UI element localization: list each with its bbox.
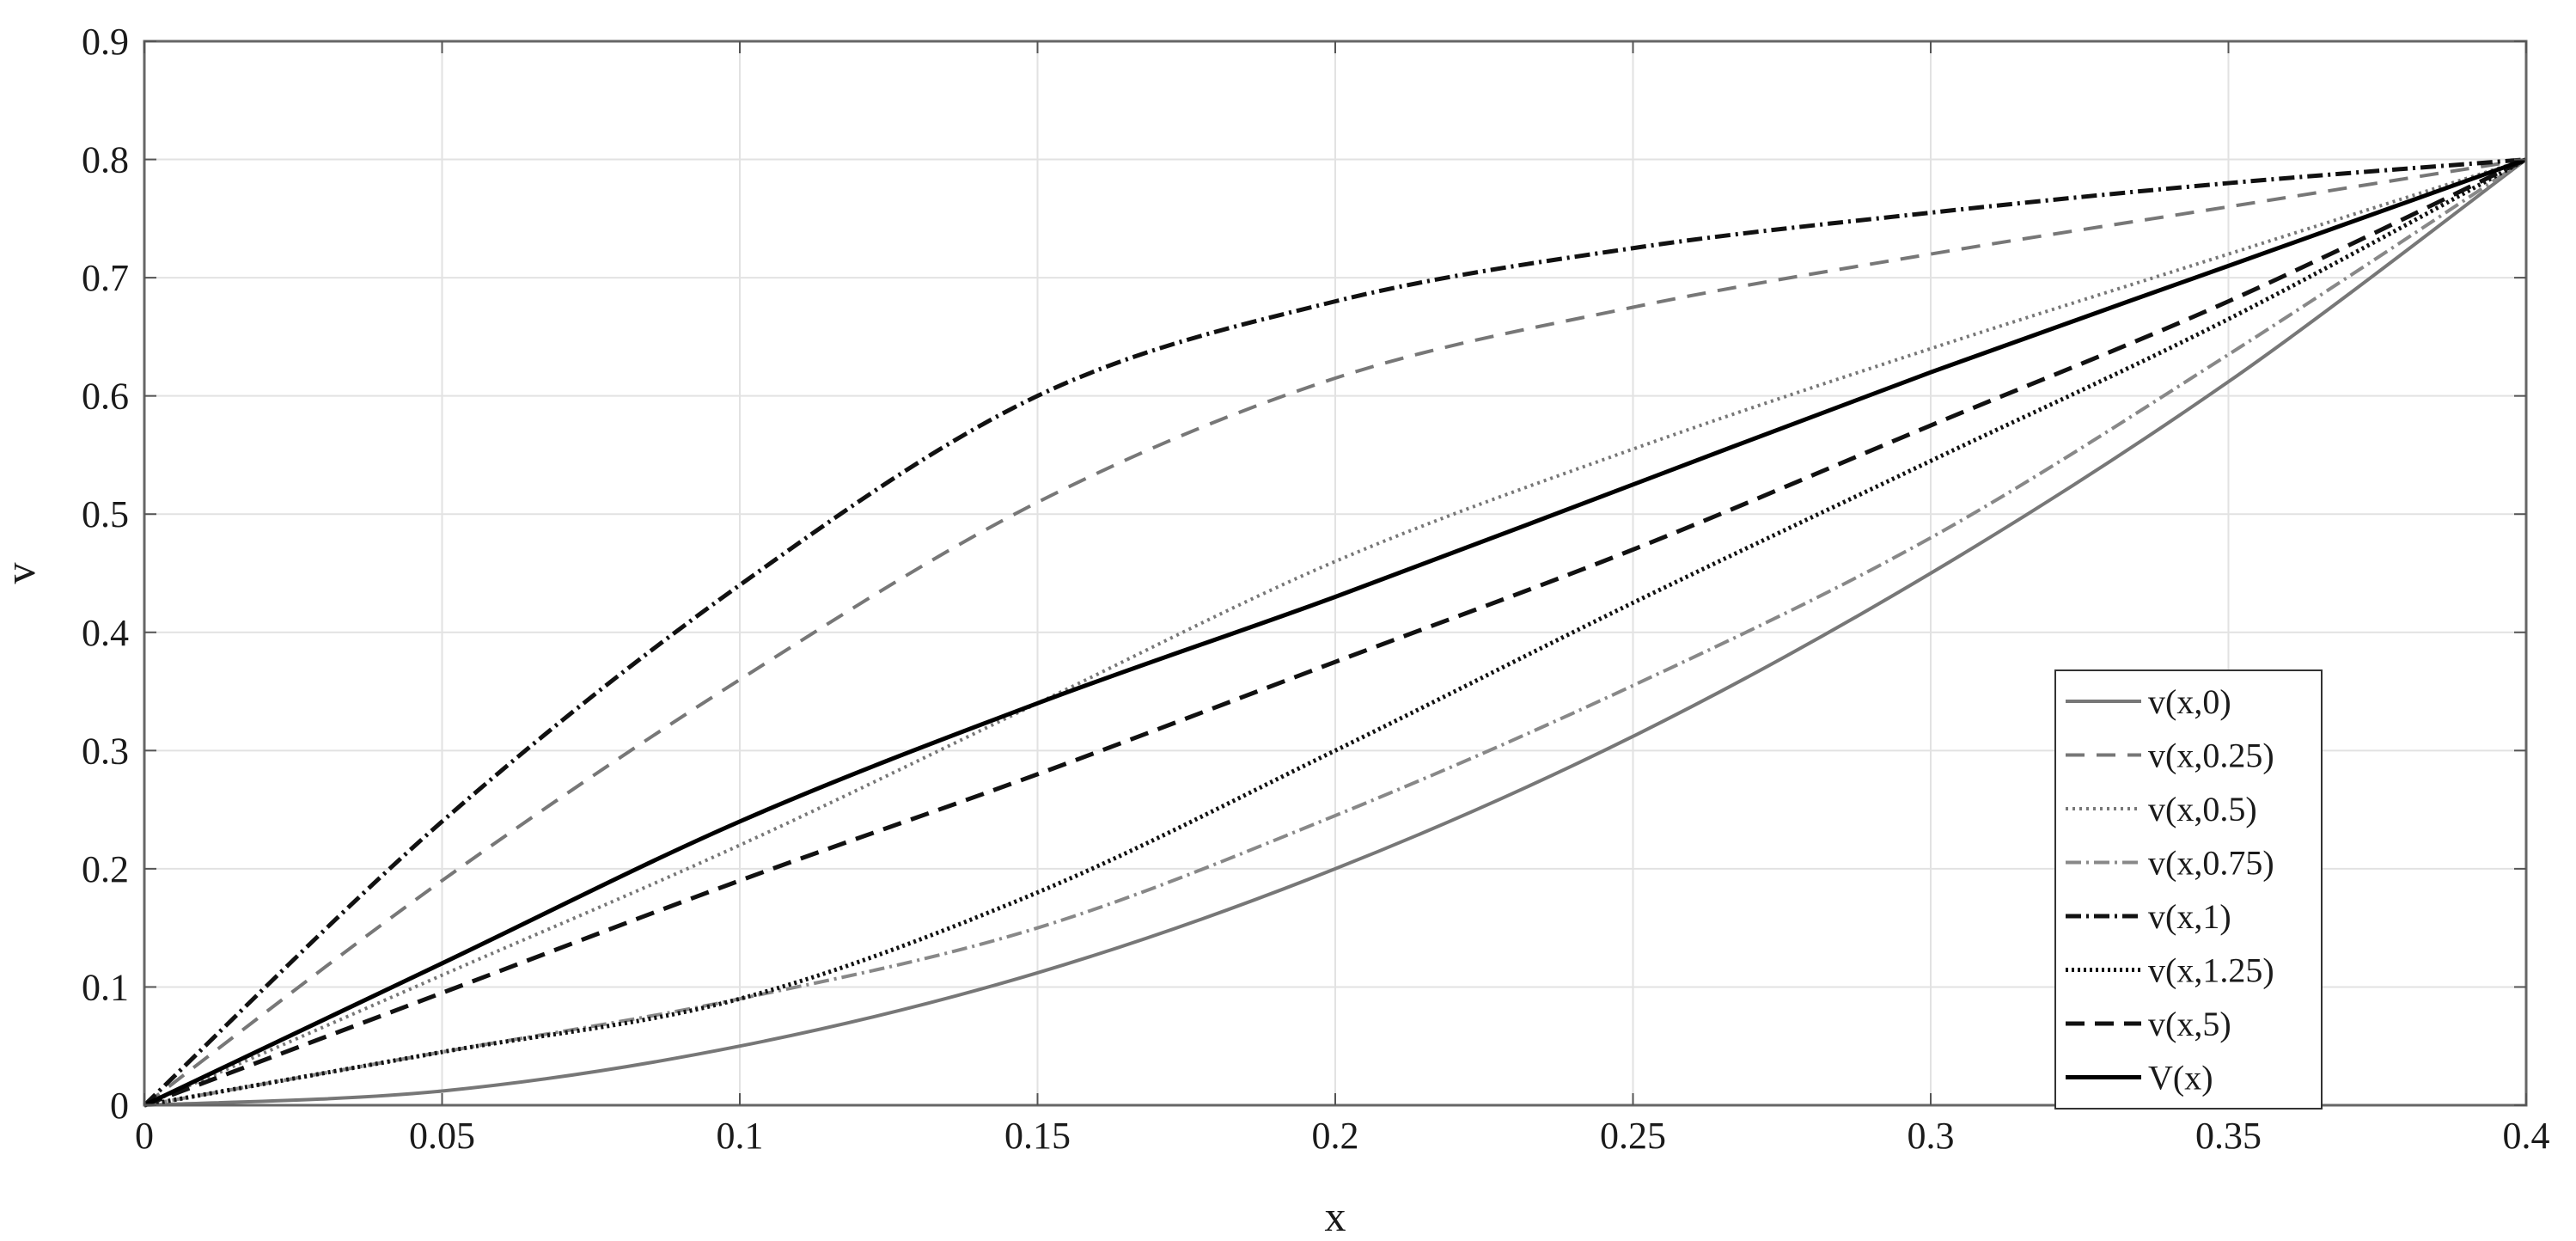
- series-line-7: [143, 157, 2527, 1108]
- x-tick-label: 0: [135, 1115, 154, 1157]
- x-tick-label: 0.3: [1908, 1115, 1955, 1157]
- series-line-3: [143, 157, 2528, 1107]
- legend-box: [2054, 669, 2323, 1110]
- y-tick-label: 0.2: [82, 848, 129, 890]
- series-line-0: [143, 157, 2528, 1107]
- legend-entry-label: v(x,0.75): [2148, 844, 2274, 883]
- legend-entry-label: v(x,0.25): [2148, 737, 2274, 775]
- y-tick-label: 0.4: [82, 612, 129, 654]
- x-tick-label: 0.2: [1312, 1115, 1359, 1157]
- y-tick-label: 0.1: [82, 966, 129, 1008]
- series-line-5: [143, 157, 2528, 1108]
- x-axis-label: x: [1325, 1192, 1346, 1240]
- series-line-6: [143, 157, 2528, 1108]
- series-line-4: [143, 157, 2527, 1107]
- y-tick-label: 0.5: [82, 493, 129, 535]
- legend-entry-label: v(x,1.25): [2148, 951, 2274, 990]
- x-tick-label: 0.35: [2195, 1115, 2262, 1157]
- legend: v(x,0) v(x,0.25) v(x,0.5) v(x,0.75) v(x,1) v(…: [2054, 669, 2323, 1110]
- x-tick-label: 0.05: [409, 1115, 475, 1157]
- x-tick-label: 0.1: [717, 1115, 764, 1157]
- y-tick-label: 0: [110, 1085, 129, 1127]
- series-line-1: [143, 157, 2527, 1107]
- legend-entry-label: v(x,5): [2148, 1005, 2231, 1043]
- x-tick-label: 0.15: [1004, 1115, 1071, 1157]
- y-tick-label: 0.3: [82, 730, 129, 772]
- y-tick-label: 0.9: [82, 21, 129, 63]
- axis-ticks: 0 0.05 0.1 0.15 0.2 0.25 0.3 0.35 0.4 0 0.1 0.2 0.3 0…: [82, 21, 2550, 1157]
- legend-entry-label: v(x,0.5): [2148, 790, 2257, 828]
- x-tick-label: 0.25: [1600, 1115, 1666, 1157]
- y-axis-label: v: [0, 563, 44, 584]
- series-line-2: [143, 157, 2527, 1107]
- series-lines: [143, 157, 2528, 1108]
- y-tick-label: 0.6: [82, 376, 129, 418]
- legend-entry-label: v(x,0): [2148, 682, 2231, 721]
- x-tick-label: 0.4: [2503, 1115, 2550, 1157]
- legend-entry-label: v(x,1): [2148, 897, 2231, 936]
- y-tick-label: 0.8: [82, 139, 129, 181]
- legend-entry-label: V(x): [2148, 1059, 2213, 1097]
- y-tick-label: 0.7: [82, 257, 129, 299]
